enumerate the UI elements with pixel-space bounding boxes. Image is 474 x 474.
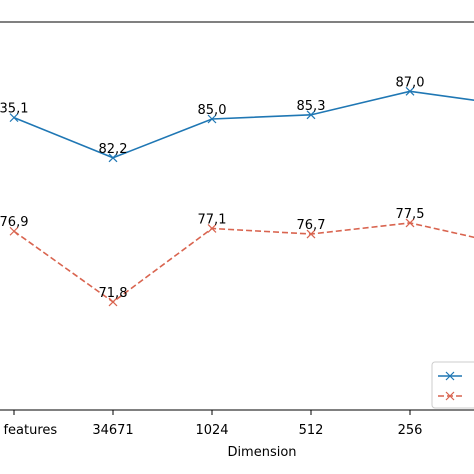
x-axis-title: Dimension: [227, 445, 296, 460]
data-point-marker: [306, 110, 316, 120]
data-point-marker: [405, 218, 415, 228]
x-tick-label: SRM features: [0, 423, 57, 438]
data-point-marker: [9, 113, 19, 123]
data-label: 85,3: [297, 99, 326, 114]
data-label: 76,7: [297, 218, 326, 233]
legend-box: [431, 361, 474, 409]
x-tick-label: 512: [299, 423, 324, 438]
data-point-marker: [207, 224, 217, 233]
data-label: 87,0: [396, 75, 425, 90]
data-point-marker: [405, 86, 415, 96]
data-point-marker: [306, 229, 316, 239]
x-tick-label: 34671: [92, 423, 133, 438]
chart-x-ticks: SRM features 34671 1024 512 256: [0, 410, 422, 438]
data-label: 77,1: [198, 212, 227, 227]
chart-series: [9, 86, 474, 307]
data-label: 71,8: [99, 286, 128, 301]
data-label: 85,0: [198, 103, 227, 118]
data-label: 76,9: [0, 215, 28, 230]
data-point-marker: [108, 297, 118, 307]
series-line-1: [13, 90, 474, 159]
x-tick-label: 1024: [195, 423, 228, 438]
x-tick-label: 256: [398, 423, 423, 438]
legend-marker: [445, 391, 455, 401]
data-label: 82,2: [99, 142, 128, 157]
data-label: 35,1: [0, 102, 28, 117]
chart-axes: [0, 21, 474, 411]
legend-marker: [445, 371, 455, 381]
data-point-marker: [9, 226, 19, 236]
series-line-2: [13, 222, 474, 303]
data-point-marker: [108, 153, 118, 163]
data-label: 77,5: [396, 207, 425, 222]
data-point-marker: [207, 114, 217, 124]
chart-legend: [431, 361, 474, 409]
chart-data-labels: 35,1 82,2 85,0 85,3 87,0 76,9 71,8 77,1 76,7 77,5: [0, 75, 424, 301]
